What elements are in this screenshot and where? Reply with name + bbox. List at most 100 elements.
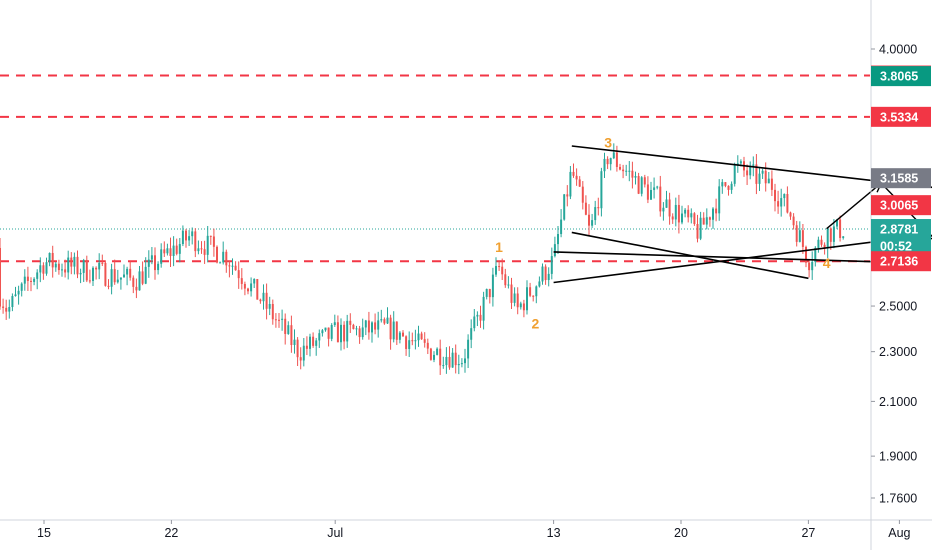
candle-body bbox=[92, 267, 94, 281]
candle-body bbox=[817, 239, 820, 248]
candle-body bbox=[2, 306, 5, 308]
candle-body bbox=[767, 178, 770, 184]
candle-body bbox=[157, 263, 160, 271]
candle-body bbox=[408, 340, 411, 349]
candle-body bbox=[631, 170, 634, 178]
candle-body bbox=[36, 272, 39, 279]
x-tick-label: Jul bbox=[327, 526, 343, 540]
candle-body bbox=[433, 354, 435, 360]
candle-body bbox=[544, 266, 547, 281]
candle-body bbox=[237, 270, 240, 279]
candle-body bbox=[194, 231, 197, 252]
candle-body bbox=[789, 212, 792, 217]
candle-body bbox=[247, 288, 249, 292]
candle-body bbox=[73, 256, 76, 267]
lower-trendline[interactable] bbox=[553, 235, 918, 284]
candle-body bbox=[8, 307, 11, 312]
candle-body bbox=[557, 234, 559, 245]
candle-body bbox=[175, 245, 178, 254]
candle-body bbox=[107, 285, 110, 287]
candle-body bbox=[603, 158, 606, 172]
candle-body bbox=[811, 261, 814, 271]
candle-body bbox=[48, 252, 51, 263]
candle-body bbox=[88, 280, 91, 282]
candle-body bbox=[42, 265, 45, 274]
candle-body bbox=[343, 324, 346, 342]
wave-label-2: 2 bbox=[532, 315, 540, 331]
candle-body bbox=[150, 255, 153, 260]
candle-body bbox=[340, 324, 342, 343]
candle-body bbox=[126, 268, 129, 275]
candle-body bbox=[526, 287, 528, 311]
candle-body bbox=[429, 348, 432, 360]
candle-body bbox=[51, 252, 54, 268]
candle-body bbox=[209, 235, 212, 237]
x-tick-label: 22 bbox=[164, 526, 178, 540]
candle-body bbox=[615, 152, 618, 167]
y-tick-label: 2.5000 bbox=[879, 300, 917, 314]
candle-body bbox=[290, 325, 293, 346]
price-tag-label: 3.1585 bbox=[880, 172, 918, 186]
x-tick-label: Aug bbox=[888, 526, 910, 540]
candles bbox=[0, 143, 845, 375]
candle-body bbox=[197, 248, 200, 252]
candle-body bbox=[349, 320, 352, 325]
candle-body bbox=[473, 316, 476, 329]
candle-body bbox=[724, 182, 727, 186]
candle-body bbox=[668, 199, 671, 217]
candle-body bbox=[522, 303, 525, 311]
y-tick-label: 1.7600 bbox=[879, 492, 917, 506]
inner-line-b[interactable] bbox=[553, 251, 882, 263]
candle-body bbox=[820, 239, 823, 245]
candle-body bbox=[758, 173, 761, 184]
candle-body bbox=[671, 216, 674, 220]
price-tags: 3.81063.80653.53343.15853.00652.878100:5… bbox=[871, 65, 931, 272]
candle-body bbox=[653, 187, 656, 191]
candle-body bbox=[20, 283, 23, 291]
candle-body bbox=[532, 295, 535, 297]
y-tick-label: 1.9000 bbox=[879, 450, 917, 464]
candle-body bbox=[333, 322, 336, 326]
candle-body bbox=[761, 170, 764, 174]
candle-body bbox=[442, 365, 445, 367]
candle-body bbox=[749, 165, 752, 176]
candle-body bbox=[321, 330, 324, 334]
candle-body bbox=[54, 263, 57, 268]
candle-body bbox=[491, 274, 494, 298]
candle-body bbox=[482, 296, 485, 321]
wave-label-4: 4 bbox=[823, 255, 831, 271]
candle-body bbox=[116, 279, 119, 283]
candle-body bbox=[479, 314, 482, 321]
candle-body bbox=[454, 352, 457, 366]
candle-body bbox=[45, 262, 48, 274]
price-tag-box bbox=[871, 219, 931, 240]
price-tag-box bbox=[871, 106, 931, 127]
candle-body bbox=[14, 294, 17, 297]
price-tag-label: 2.7136 bbox=[880, 255, 918, 269]
candle-body bbox=[662, 207, 665, 212]
candle-body bbox=[299, 357, 302, 361]
candle-body bbox=[575, 175, 578, 180]
candle-body bbox=[460, 363, 463, 365]
x-tick-label: 27 bbox=[801, 526, 815, 540]
candle-body bbox=[569, 171, 572, 197]
candle-body bbox=[64, 269, 67, 273]
candle-body bbox=[687, 209, 690, 218]
candle-body bbox=[271, 303, 274, 320]
candle-body bbox=[535, 286, 538, 297]
candle-body bbox=[423, 339, 426, 343]
candle-body bbox=[398, 332, 401, 340]
candle-body bbox=[656, 186, 659, 188]
candle-body bbox=[101, 262, 104, 264]
candle-body bbox=[746, 170, 749, 176]
price-tag-box bbox=[871, 66, 931, 87]
candle-body bbox=[823, 244, 826, 248]
candle-body bbox=[392, 321, 395, 340]
candle-body bbox=[386, 317, 389, 324]
candle-body bbox=[30, 280, 32, 282]
candle-body bbox=[507, 284, 510, 286]
candle-body bbox=[305, 345, 308, 349]
candle-body bbox=[510, 284, 513, 303]
candle-body bbox=[178, 244, 181, 254]
candle-body bbox=[281, 318, 284, 320]
